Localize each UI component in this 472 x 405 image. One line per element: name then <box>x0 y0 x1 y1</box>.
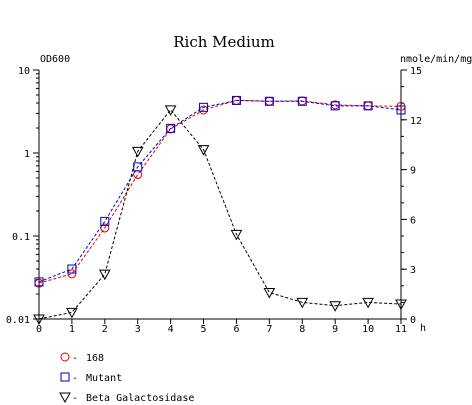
legend-marker <box>60 372 70 382</box>
data-point-series-2 <box>296 297 309 309</box>
y-left-tick-label: 0.01 <box>6 315 30 326</box>
y-right-tick-label: 3 <box>410 265 416 276</box>
x-tick-label: 3 <box>135 324 141 335</box>
data-point-series-1 <box>264 96 274 106</box>
legend-item: -168 <box>60 352 104 364</box>
data-point-series-2 <box>329 301 342 312</box>
series-line-0 <box>38 99 402 284</box>
x-tick-label: 4 <box>168 324 174 335</box>
data-point-series-2 <box>395 299 407 311</box>
y-left-tick-label: 10 <box>18 66 30 77</box>
y-right-axis-label: nmole/min/mg <box>400 54 472 65</box>
x-tick-label: 9 <box>332 324 338 335</box>
data-point-series-2 <box>33 314 45 326</box>
y-right-tick-label: 15 <box>410 66 422 77</box>
y-left-axis-label: OD600 <box>40 54 70 65</box>
x-tick-label: 6 <box>233 324 239 335</box>
data-point-series-1 <box>297 96 307 106</box>
data-point-series-2 <box>197 145 210 156</box>
data-point-series-2 <box>66 307 78 319</box>
data-point-series-2 <box>263 287 276 299</box>
data-point-series-1 <box>100 216 110 226</box>
legend-marker <box>59 392 71 404</box>
x-tick-label: 11 <box>395 324 407 335</box>
y-right-tick-label: 12 <box>410 116 422 127</box>
data-point-series-1 <box>166 123 176 133</box>
legend-dash: - <box>72 393 78 404</box>
data-point-series-2 <box>98 269 111 281</box>
data-point-series-2 <box>164 105 177 116</box>
data-point-series-2 <box>230 229 243 241</box>
x-tick-label: 1 <box>69 324 75 335</box>
legend-dash: - <box>72 353 78 364</box>
legend-item: - Beta Galactosidase <box>59 392 194 404</box>
legend-dash: - <box>72 373 78 384</box>
data-point-series-1 <box>67 264 77 274</box>
legend: -168- Mutant- Beta Galactosidase <box>59 352 194 404</box>
y-right-tick-label: 6 <box>410 215 416 226</box>
data-point-series-1 <box>363 101 373 111</box>
y-right-tick-label: 9 <box>410 166 416 177</box>
legend-label: Mutant <box>86 373 122 384</box>
legend-label: Beta Galactosidase <box>86 393 194 404</box>
data-point-series-0 <box>67 269 77 279</box>
x-tick-label: 5 <box>201 324 207 335</box>
data-point-series-1 <box>34 277 44 287</box>
series-line-2 <box>38 109 402 320</box>
x-axis-unit-label: h <box>420 323 426 334</box>
data-point-series-1 <box>199 102 209 112</box>
legend-item: - Mutant <box>60 372 122 384</box>
data-point-series-2 <box>362 297 374 309</box>
data-point-series-1 <box>396 105 406 115</box>
chart-title: Rich Medium <box>173 33 274 51</box>
y-left-tick-label: 0.1 <box>12 232 30 243</box>
x-tick-label: 0 <box>36 324 42 335</box>
data-point-series-2 <box>131 146 144 158</box>
x-tick-label: 2 <box>102 324 108 335</box>
legend-label: 168 <box>86 353 104 364</box>
y-right-tick-label: 0 <box>410 315 416 326</box>
x-tick-label: 10 <box>362 324 374 335</box>
x-tick-label: 8 <box>299 324 305 335</box>
legend-marker <box>60 352 70 362</box>
y-left-tick-label: 1 <box>24 149 30 160</box>
data-point-series-1 <box>231 95 241 105</box>
x-tick-label: 7 <box>266 324 272 335</box>
data-point-series-1 <box>330 101 340 111</box>
